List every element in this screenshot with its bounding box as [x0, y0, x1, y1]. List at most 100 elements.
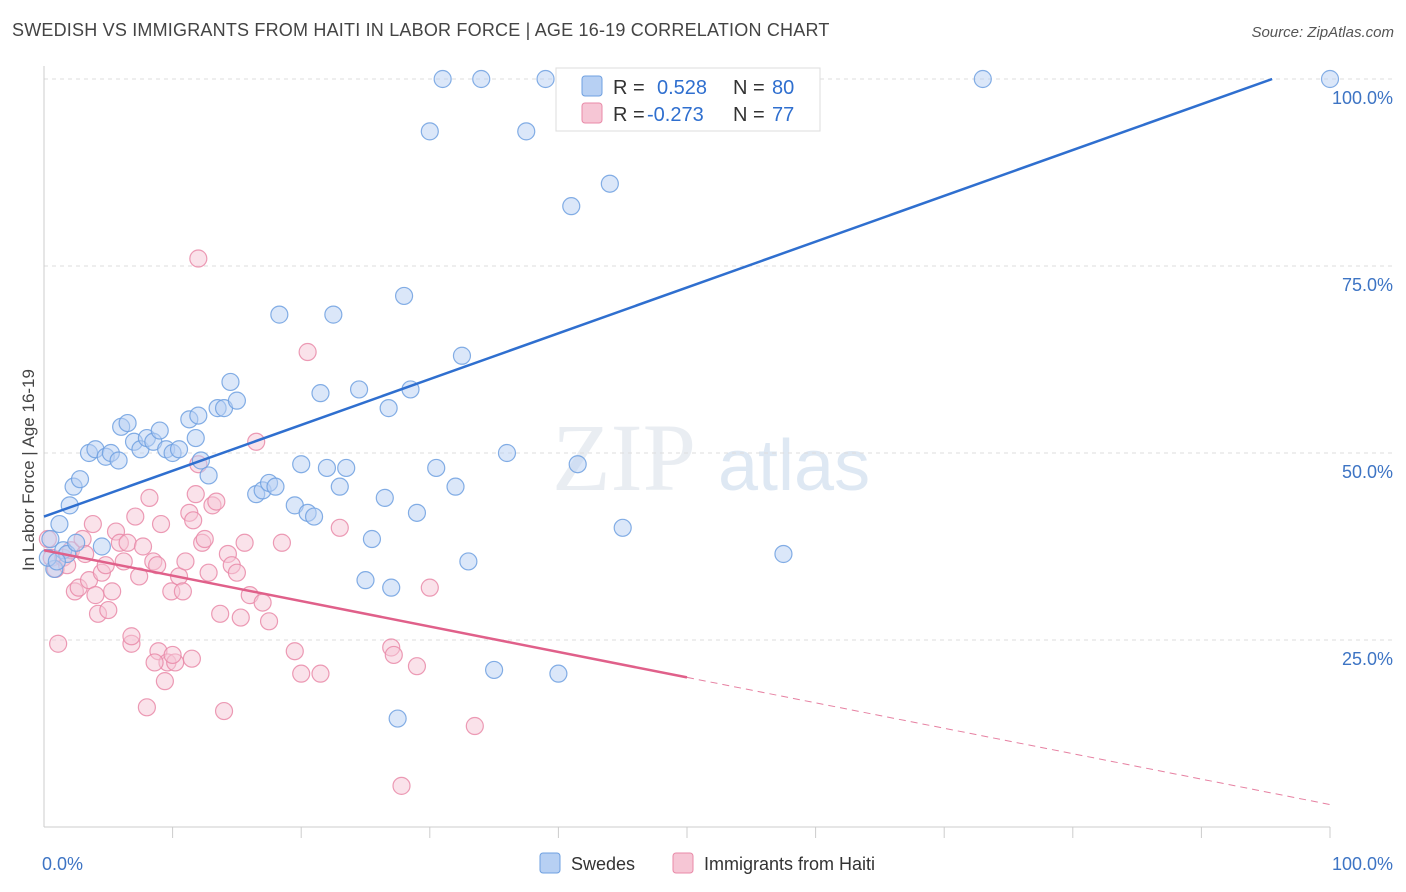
haiti-trend-extension: [686, 676, 1331, 806]
swedes-bottom-swatch: [539, 852, 561, 874]
swedes-point: [433, 69, 452, 89]
swedes-point: [349, 380, 369, 399]
swedes-point: [118, 413, 137, 433]
swedes-point: [330, 477, 349, 496]
swedes-point: [497, 443, 517, 463]
swedes-point: [382, 578, 401, 597]
haiti-point: [272, 533, 292, 552]
haiti-point: [140, 488, 159, 507]
swedes-point: [446, 477, 465, 496]
swedes-point: [270, 305, 289, 324]
swedes-point: [536, 69, 555, 89]
watermark-atlas: atlas: [718, 426, 870, 506]
x-ticks: [172, 827, 1331, 838]
swedes-point: [562, 197, 581, 216]
haiti-point: [420, 578, 439, 597]
haiti-point: [83, 514, 102, 534]
swedes-n-label: N =: [733, 77, 765, 99]
swedes-point: [379, 399, 398, 418]
haiti-point: [259, 612, 279, 631]
swedes-bottom-label: Swedes: [571, 854, 635, 874]
swedes-point: [485, 660, 504, 680]
haiti-point: [96, 556, 115, 575]
haiti-point: [214, 701, 234, 721]
haiti-point: [176, 552, 195, 571]
haiti-point: [103, 582, 122, 601]
swedes-legend-swatch: [581, 75, 603, 97]
swedes-point: [337, 458, 356, 478]
haiti-point: [118, 533, 137, 552]
haiti-point: [182, 649, 201, 668]
haiti-point: [285, 642, 304, 661]
swedes-point: [517, 122, 536, 141]
haiti-point: [207, 492, 226, 511]
haiti-bottom-swatch: [672, 852, 694, 874]
haiti-point: [199, 563, 218, 582]
swedes-point: [41, 529, 60, 549]
swedes-n-value: 80: [772, 77, 794, 99]
y-tick-label: 100.0%: [1332, 88, 1393, 108]
swedes-point: [375, 488, 394, 507]
chart-source: Source: ZipAtlas.com: [1251, 24, 1394, 41]
swedes-point: [227, 391, 246, 410]
haiti-point: [86, 586, 105, 605]
haiti-point: [407, 657, 427, 676]
haiti-point: [253, 593, 272, 612]
haiti-point: [231, 608, 250, 627]
swedes-point: [317, 458, 337, 478]
haiti-point: [195, 529, 214, 549]
swedes-point: [169, 440, 189, 459]
haiti-point: [184, 511, 203, 530]
swedes-point: [304, 507, 324, 526]
swedes-point: [150, 421, 169, 440]
swedes-point: [452, 346, 472, 365]
watermark: ZIP atlas: [552, 404, 870, 511]
swedes-points: [38, 69, 1340, 728]
haiti-point: [122, 627, 141, 646]
y-tick-labels: 25.0% 50.0% 75.0% 100.0%: [1332, 88, 1393, 669]
haiti-r-value: -0.273: [647, 104, 704, 126]
haiti-n-label: N =: [733, 104, 765, 126]
swedes-point: [50, 514, 69, 534]
swedes-point: [600, 174, 619, 193]
swedes-point: [92, 537, 111, 556]
swedes-point: [427, 458, 446, 478]
haiti-point: [292, 664, 311, 683]
swedes-point: [362, 529, 382, 549]
haiti-point: [227, 563, 246, 582]
swedes-point: [311, 384, 330, 403]
swedes-point: [459, 552, 478, 571]
haiti-point: [211, 604, 230, 623]
series-legend: Swedes Immigrants from Haiti: [539, 852, 875, 874]
swedes-point: [407, 503, 427, 522]
swedes-point: [1320, 69, 1340, 89]
swedes-point: [109, 451, 128, 470]
haiti-point: [235, 533, 254, 552]
trend-lines: [43, 77, 1331, 806]
haiti-point: [189, 249, 208, 268]
haiti-point: [126, 507, 145, 526]
y-tick-label: 75.0%: [1342, 275, 1393, 295]
swedes-point: [324, 305, 343, 324]
swedes-point: [568, 455, 587, 474]
haiti-point: [145, 653, 164, 672]
chart-title: SWEDISH VS IMMIGRANTS FROM HAITI IN LABO…: [12, 20, 830, 40]
y-tick-label: 50.0%: [1342, 462, 1393, 482]
haiti-point: [311, 664, 330, 683]
haiti-bottom-label: Immigrants from Haiti: [704, 854, 875, 874]
haiti-point: [155, 672, 174, 691]
haiti-point: [133, 537, 153, 556]
swedes-point: [292, 455, 311, 474]
haiti-trend-line: [43, 549, 688, 679]
x-tick-label-min: 0.0%: [42, 854, 83, 874]
swedes-point: [549, 664, 568, 683]
haiti-point: [392, 776, 411, 795]
haiti-point: [99, 600, 118, 620]
haiti-point: [384, 645, 403, 665]
swedes-point: [613, 518, 632, 537]
swedes-r-value: 0.528: [657, 77, 707, 99]
swedes-point: [70, 470, 90, 489]
swedes-point: [420, 122, 439, 141]
haiti-point: [151, 514, 171, 534]
